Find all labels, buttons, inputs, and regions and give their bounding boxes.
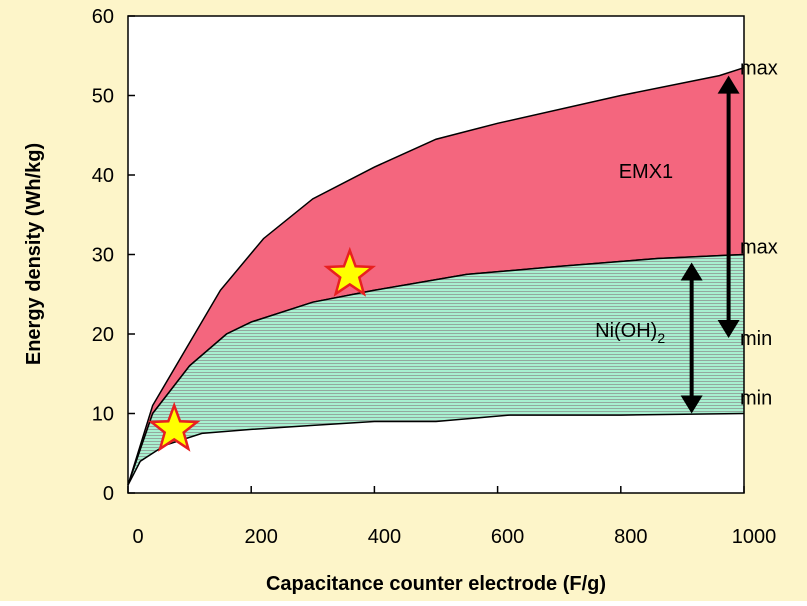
y-axis-title: Energy density (Wh/kg) bbox=[23, 143, 45, 365]
y-tick-label: 20 bbox=[92, 324, 114, 346]
x-axis: 0 200 400 600 800 1000 bbox=[127, 486, 777, 548]
range-arrow-emx1 bbox=[717, 75, 740, 338]
star-marker-1 bbox=[323, 246, 377, 297]
arrow-head-down bbox=[717, 319, 740, 338]
y-tick-label: 40 bbox=[92, 165, 114, 187]
x-tick-label: 200 bbox=[245, 526, 278, 548]
star-markers bbox=[147, 246, 377, 452]
arrow-head-down bbox=[680, 395, 703, 414]
band-min-line-ni-oh-2 bbox=[127, 412, 745, 486]
y-axis: 0 10 20 30 40 50 60 bbox=[92, 6, 135, 505]
y-tick-label: 30 bbox=[92, 245, 114, 267]
star-marker-2 bbox=[147, 401, 201, 452]
annotation-max: max bbox=[740, 237, 778, 259]
x-tick-label: 0 bbox=[132, 526, 143, 548]
y-tick-label: 60 bbox=[92, 6, 114, 28]
y-tick-label: 10 bbox=[92, 404, 114, 426]
band-max-line-ni-oh-2 bbox=[127, 253, 745, 486]
annotation-min: min bbox=[740, 328, 772, 350]
range-arrow-ni-oh-2 bbox=[680, 262, 703, 414]
x-axis-title: Capacitance counter electrode (F/g) bbox=[266, 573, 606, 595]
arrow-head-up bbox=[717, 75, 740, 94]
x-tick-label: 600 bbox=[491, 526, 524, 548]
arrow-head-up bbox=[680, 262, 703, 281]
band-label-subscript: 2 bbox=[657, 330, 665, 346]
band-label: EMX1 bbox=[619, 161, 673, 183]
y-tick-label: 0 bbox=[103, 483, 114, 505]
range-arrows bbox=[680, 75, 740, 414]
annotation-min: min bbox=[740, 388, 772, 410]
band-label: Ni(OH)2 bbox=[595, 320, 665, 346]
x-tick-label: 1000 bbox=[732, 526, 777, 548]
annotations: max max min min EMX1 Ni(OH)2 bbox=[595, 58, 778, 410]
band-emx1 bbox=[128, 67, 744, 486]
annotation-max: max bbox=[740, 58, 778, 80]
series-bands bbox=[127, 66, 745, 486]
y-tick-label: 50 bbox=[92, 86, 114, 108]
x-tick-label: 400 bbox=[368, 526, 401, 548]
x-tick-label: 800 bbox=[614, 526, 647, 548]
band-max-line-emx1 bbox=[127, 66, 745, 486]
